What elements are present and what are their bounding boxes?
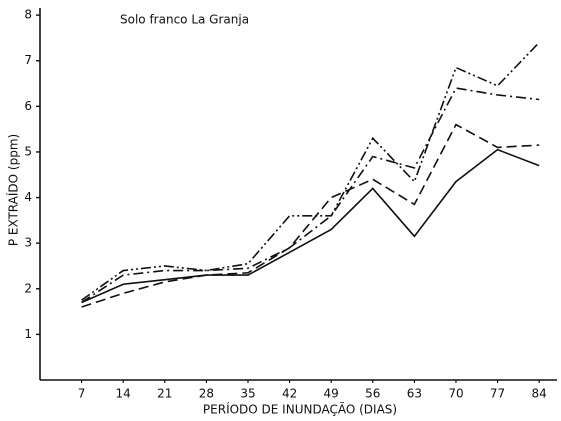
y-tick-label: 8	[24, 8, 32, 22]
data-line	[81, 41, 540, 301]
x-tick-label: 14	[116, 387, 131, 401]
x-tick-label: 56	[365, 387, 380, 401]
x-tick-label: 84	[532, 387, 547, 401]
x-tick-label: 63	[407, 387, 422, 401]
data-line	[81, 123, 540, 308]
x-tick-label: 70	[448, 387, 463, 401]
data-line	[81, 87, 540, 304]
y-tick-label: 7	[24, 53, 32, 67]
data-line	[81, 148, 540, 304]
x-tick-label: 77	[490, 387, 505, 401]
x-tick-label: 42	[282, 387, 297, 401]
x-tick-label: 28	[199, 387, 214, 401]
y-tick-label: 2	[24, 281, 32, 295]
chart-title: Solo franco La Granja	[120, 13, 249, 27]
y-tick-label: 5	[24, 144, 32, 158]
y-tick-label: 6	[24, 99, 32, 113]
y-tick-label: 3	[24, 236, 32, 250]
x-tick-label: 35	[240, 387, 255, 401]
x-tick-label: 7	[78, 387, 86, 401]
y-tick-label: 1	[24, 327, 32, 341]
y-tick-label: 4	[24, 190, 32, 204]
y-axis-label: P EXTRAÍDO (ppm)	[6, 134, 21, 246]
x-tick-label: 21	[157, 387, 172, 401]
x-axis-label: PERÍODO DE INUNDAÇÃO (DIAS)	[203, 402, 397, 417]
x-tick-label: 49	[324, 387, 339, 401]
